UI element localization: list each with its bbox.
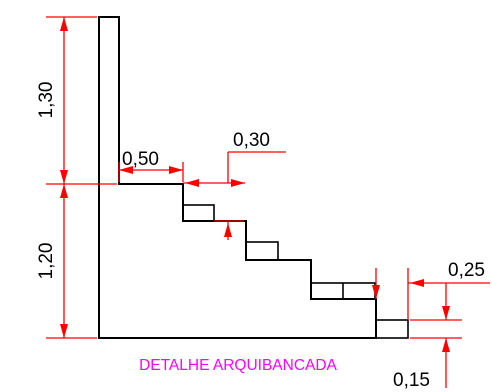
step-tread-label: 0,30	[233, 130, 270, 151]
arrow-step-tread-right	[231, 179, 245, 187]
arrow-riser	[224, 223, 232, 237]
arrow-slab-up	[442, 338, 450, 352]
drawing-title: DETALHE ARQUIBANCADA	[139, 357, 337, 374]
dimension-arrows	[60, 17, 450, 352]
arrow-wall-top	[60, 17, 68, 31]
arrow-wall-mid-up	[60, 170, 68, 184]
bleacher-profile	[98, 16, 377, 339]
arrow-wall-bottom	[60, 324, 68, 338]
upper-wall-height-label: 1,30	[36, 82, 57, 119]
step-riser-label: 0,25	[448, 260, 485, 281]
dimension-labels: 1,30 1,20 0,50 0,30 0,25 0,15	[36, 82, 485, 391]
lower-wall-height-label: 1,20	[36, 243, 57, 280]
step-block-2	[245, 241, 279, 261]
arrow-top-tread-left	[119, 166, 133, 174]
slab-thickness-label: 0,15	[393, 370, 430, 391]
arrow-step-tread-left	[185, 179, 199, 187]
arrow-right-riser-down	[442, 306, 450, 320]
step-block-4	[375, 319, 409, 339]
dimension-lines	[46, 16, 490, 388]
arrow-top-tread-right	[169, 166, 183, 174]
arrow-wall-mid-down	[60, 184, 68, 198]
structure-outline	[98, 16, 409, 339]
arrow-right-riser	[410, 279, 424, 287]
step-block-1	[182, 204, 215, 222]
top-tread-width-label: 0,50	[122, 149, 159, 170]
arrow-step3	[372, 285, 380, 299]
